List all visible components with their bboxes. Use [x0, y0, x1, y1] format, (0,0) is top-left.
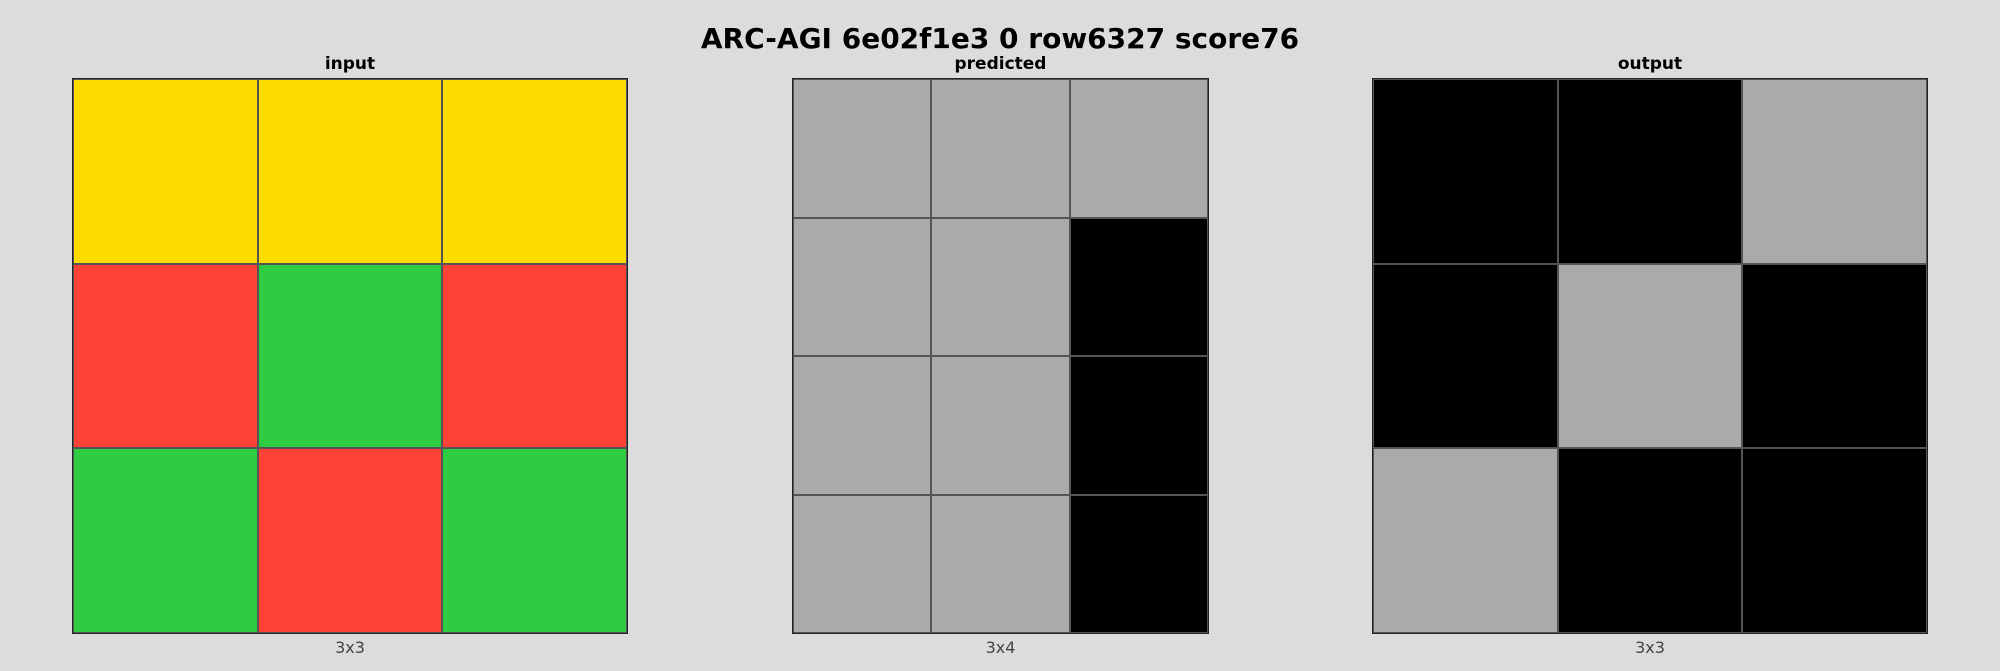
output-cell-r0-c0	[1373, 79, 1558, 264]
input-panel: input 3x3	[72, 0, 628, 671]
output-grid	[1372, 78, 1928, 634]
output-cell-r2-c2	[1742, 448, 1927, 633]
input-cell-r1-c1	[257, 263, 443, 449]
input-cell-r1-c2	[442, 263, 627, 449]
input-size-label: 3x3	[335, 638, 365, 657]
input-cell-r2-c2	[442, 448, 627, 633]
predicted-cell-r1-c2	[1069, 217, 1208, 356]
input-cell-r2-c1	[257, 448, 443, 633]
output-cell-r0-c2	[1742, 79, 1927, 264]
figure-title: ARC-AGI 6e02f1e3 0 row6327 score76	[700, 22, 1300, 55]
output-cell-r1-c1	[1557, 263, 1743, 449]
output-cell-r1-c0	[1373, 263, 1558, 449]
predicted-cell-r0-c0	[793, 79, 932, 218]
predicted-panel: predicted 3x4	[792, 0, 1209, 671]
output-cell-r2-c1	[1557, 448, 1743, 633]
input-panel-title: input	[324, 54, 376, 74]
predicted-grid	[792, 78, 1209, 634]
input-cell-r0-c2	[442, 79, 627, 264]
input-cell-r1-c0	[73, 263, 258, 449]
predicted-cell-r1-c0	[793, 217, 932, 356]
predicted-panel-title: predicted	[954, 54, 1047, 74]
output-panel-title: output	[1617, 54, 1683, 74]
predicted-cell-r0-c2	[1069, 79, 1208, 218]
predicted-size-label: 3x4	[985, 638, 1016, 657]
input-cell-r0-c0	[73, 79, 258, 264]
predicted-cell-r1-c1	[931, 217, 1070, 356]
output-cell-r0-c1	[1557, 79, 1743, 264]
predicted-cell-r3-c0	[793, 494, 932, 633]
predicted-cell-r3-c1	[931, 494, 1070, 633]
input-grid	[72, 78, 628, 634]
input-cell-r2-c0	[73, 448, 258, 633]
output-cell-r1-c2	[1742, 263, 1927, 449]
input-cell-r0-c1	[257, 79, 443, 264]
predicted-cell-r2-c0	[793, 356, 932, 495]
predicted-cell-r3-c2	[1069, 494, 1208, 633]
output-panel: output 3x3	[1372, 0, 1928, 671]
predicted-cell-r2-c2	[1069, 356, 1208, 495]
predicted-cell-r2-c1	[931, 356, 1070, 495]
predicted-cell-r0-c1	[931, 79, 1070, 218]
output-cell-r2-c0	[1373, 448, 1558, 633]
output-size-label: 3x3	[1635, 638, 1665, 657]
